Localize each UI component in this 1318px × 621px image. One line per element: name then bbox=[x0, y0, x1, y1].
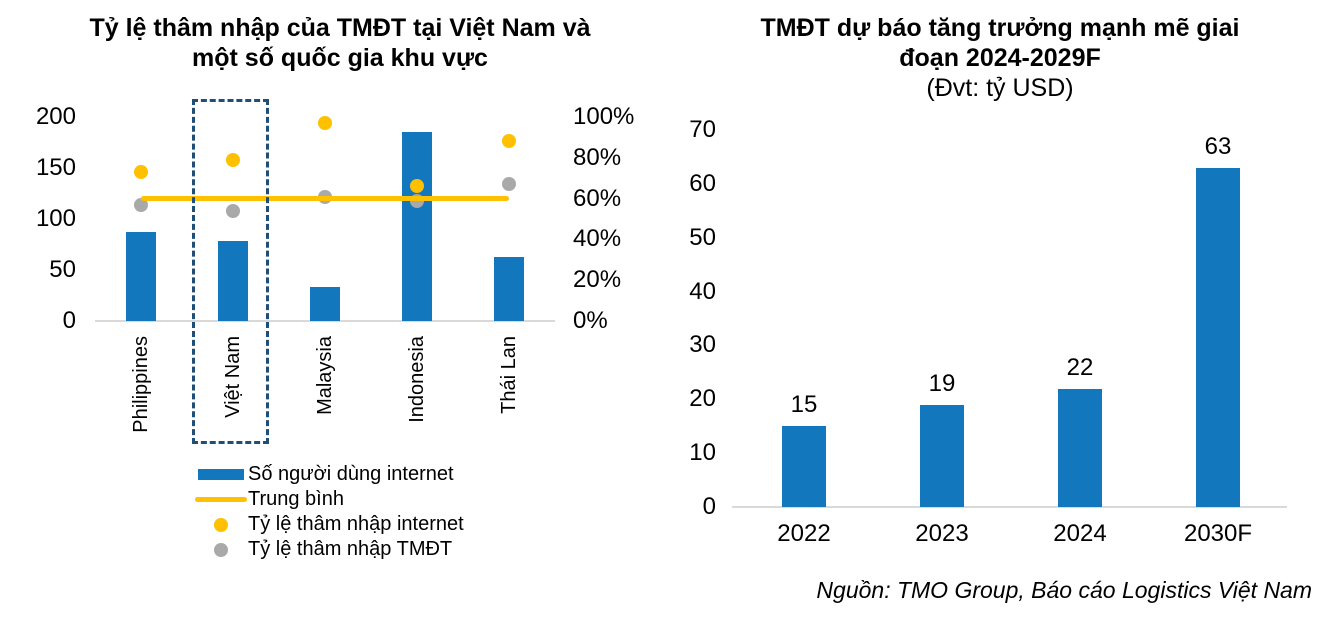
bar-value-label: 63 bbox=[1204, 132, 1232, 160]
legend-label: Tỷ lệ thâm nhập TMĐT bbox=[248, 538, 453, 560]
dot-tmdt-penetration bbox=[502, 177, 516, 192]
right-axis-tick-label: 20% bbox=[573, 266, 622, 294]
x-axis-label: Indonesia bbox=[406, 336, 428, 423]
dot-internet-penetration bbox=[134, 165, 148, 180]
x-category-label: 2024 bbox=[1053, 520, 1107, 547]
bar-internet-users bbox=[218, 241, 248, 321]
chart-subtitle: (Đvt: tỷ USD) bbox=[926, 74, 1074, 102]
dot-internet-penetration bbox=[226, 152, 240, 167]
y-axis-tick-label: 60 bbox=[689, 169, 716, 197]
y-axis-tick-label: 40 bbox=[689, 277, 716, 305]
bar-marker bbox=[193, 469, 248, 480]
y-axis-tick-label: 10 bbox=[689, 439, 716, 467]
highlight-box bbox=[192, 99, 269, 444]
title-line-1: TMĐT dự báo tăng trưởng mạnh mẽ giai bbox=[760, 14, 1240, 42]
right-axis-tick-label: 100% bbox=[573, 103, 635, 130]
legend-item: Trung bình bbox=[193, 487, 464, 512]
y-axis-tick-label: 50 bbox=[689, 223, 716, 251]
dot-gray-marker bbox=[193, 542, 248, 557]
x-axis-label: Malaysia bbox=[314, 336, 336, 415]
line-marker bbox=[193, 497, 248, 502]
dot-yellow-marker bbox=[193, 517, 248, 532]
right-axis-tick-label: 0% bbox=[573, 307, 608, 334]
bar-internet-users bbox=[310, 287, 340, 321]
left-axis-tick-label: 150 bbox=[35, 154, 76, 181]
forecast-chart-title: TMĐT dự báo tăng trưởng mạnh mẽ giai đoạ… bbox=[700, 13, 1300, 103]
legend-item: Tỷ lệ thâm nhập TMĐT bbox=[193, 537, 464, 562]
bar-forecast bbox=[920, 404, 964, 507]
x-category-label: 2022 bbox=[777, 520, 831, 547]
y-axis-tick-label: 70 bbox=[689, 116, 716, 143]
bar-forecast bbox=[1196, 167, 1240, 507]
title-line-2: đoạn 2024-2029F bbox=[899, 44, 1101, 72]
title-line-2: một số quốc gia khu vực bbox=[192, 44, 488, 72]
x-category-label: 2023 bbox=[915, 520, 969, 547]
left-axis-tick-label: 200 bbox=[35, 103, 76, 130]
legend-label: Trung bình bbox=[248, 488, 344, 510]
legend-item: Số người dùng internet bbox=[193, 462, 464, 487]
source-note: Nguồn: TMO Group, Báo cáo Logistics Việt… bbox=[816, 577, 1312, 603]
y-axis-tick-label: 0 bbox=[702, 493, 716, 520]
y-axis-tick-label: 20 bbox=[689, 385, 716, 413]
legend-item: Tỷ lệ thâm nhập internet bbox=[193, 512, 464, 537]
right-axis-tick-label: 80% bbox=[573, 143, 622, 171]
bar-internet-users bbox=[126, 232, 156, 321]
x-category-label: 2030F bbox=[1183, 520, 1253, 547]
left-axis-tick-label: 0 bbox=[62, 307, 76, 334]
bar-forecast bbox=[782, 426, 826, 507]
bar-value-label: 22 bbox=[1066, 353, 1094, 381]
x-axis-label: Thái Lan bbox=[498, 336, 520, 414]
left-axis-tick-label: 50 bbox=[49, 256, 76, 283]
bar-internet-users bbox=[494, 256, 524, 321]
x-axis-line bbox=[732, 506, 1287, 508]
right-axis-tick-label: 40% bbox=[573, 225, 622, 253]
penetration-chart-title: Tỷ lệ thâm nhập của TMĐT tại Việt Nam và… bbox=[20, 13, 660, 73]
bar-forecast bbox=[1058, 388, 1102, 507]
x-axis-line bbox=[95, 320, 555, 322]
dot-internet-penetration bbox=[502, 134, 516, 149]
x-axis-label: Philippines bbox=[130, 336, 152, 433]
legend-label: Tỷ lệ thâm nhập internet bbox=[248, 513, 464, 535]
x-axis-label: Việt Nam bbox=[222, 336, 244, 418]
left-axis-tick-label: 100 bbox=[35, 205, 76, 232]
y-axis-tick-label: 30 bbox=[689, 331, 716, 359]
dot-internet-penetration bbox=[410, 179, 424, 194]
bar-value-label: 19 bbox=[928, 369, 956, 397]
dot-internet-penetration bbox=[318, 116, 332, 131]
legend-label: Số người dùng internet bbox=[248, 463, 454, 485]
dot-tmdt-penetration bbox=[226, 203, 240, 218]
title-line-1: Tỷ lệ thâm nhập của TMĐT tại Việt Nam và bbox=[89, 14, 591, 42]
bar-value-label: 15 bbox=[790, 391, 818, 419]
legend: Số người dùng internet Trung bình Tỷ lệ th… bbox=[193, 462, 464, 562]
bar-internet-users bbox=[402, 132, 432, 321]
average-line bbox=[141, 196, 509, 202]
dot-tmdt-penetration bbox=[134, 197, 148, 212]
right-axis-tick-label: 60% bbox=[573, 184, 622, 212]
